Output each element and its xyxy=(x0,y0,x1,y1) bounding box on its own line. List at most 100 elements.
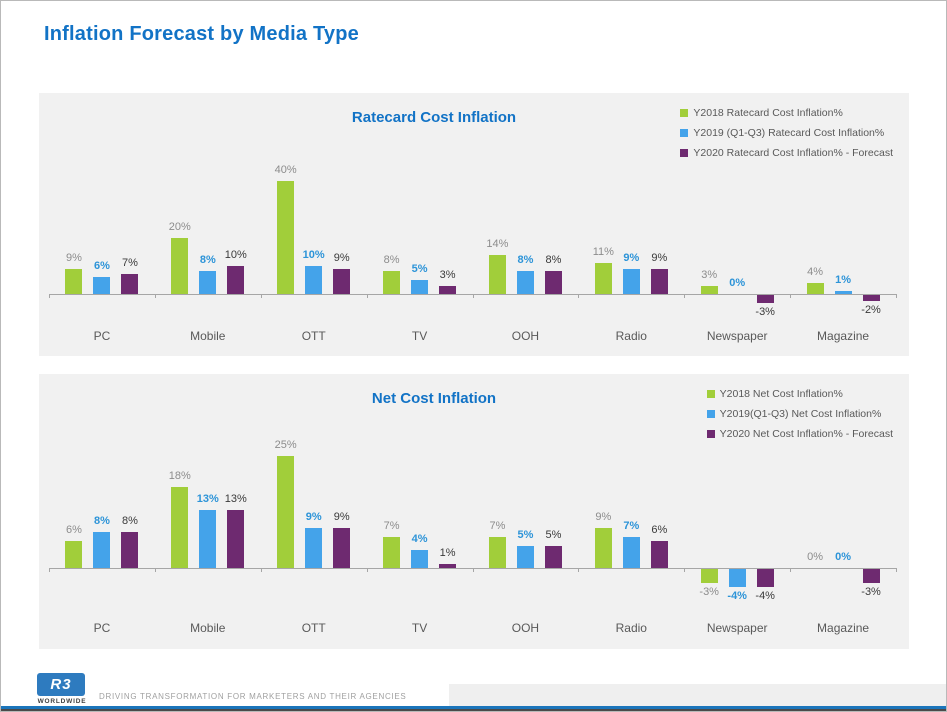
axis-tick xyxy=(154,294,156,298)
bar-value-label: -3% xyxy=(755,306,775,319)
bar-value-label: 13% xyxy=(196,492,219,505)
legend-label: Y2020 Ratecard Cost Inflation% - Forecas… xyxy=(693,147,893,159)
legend-swatch xyxy=(680,109,689,117)
bar-value-label: -4% xyxy=(727,590,747,602)
footer-placeholder-box xyxy=(449,684,946,707)
bar-value-label: 4% xyxy=(411,533,428,545)
footer-dark-edge xyxy=(1,709,946,711)
legend-swatch xyxy=(706,390,715,398)
bar xyxy=(700,285,718,294)
bar xyxy=(171,487,189,568)
bar-value-label: -2% xyxy=(861,303,881,316)
bar-value-label: 10% xyxy=(224,248,247,261)
bar xyxy=(65,268,83,294)
category-label: PC xyxy=(93,329,111,343)
category-label: OOH xyxy=(511,329,540,343)
bar xyxy=(862,295,880,301)
category-label: PC xyxy=(93,621,111,635)
legend-item: Y2020 Net Cost Inflation% - Forecast xyxy=(706,428,893,440)
bar-value-label: 1% xyxy=(835,274,852,287)
bar-value-label: 8% xyxy=(93,515,110,527)
bar-value-label: 6% xyxy=(651,524,668,536)
bar xyxy=(650,268,668,294)
ratecard-legend: Y2018 Ratecard Cost Inflation% Y2019 (Q1-… xyxy=(680,107,893,167)
axis-tick xyxy=(49,568,50,572)
bar xyxy=(65,541,83,568)
bar xyxy=(383,271,401,294)
bar xyxy=(227,509,245,568)
bar xyxy=(171,237,189,294)
bar-value-label: 25% xyxy=(274,438,297,451)
legend-item: Y2020 Ratecard Cost Inflation% - Forecas… xyxy=(680,147,893,159)
bar xyxy=(862,569,880,583)
axis-tick xyxy=(154,568,156,572)
bar xyxy=(227,265,245,294)
axis-tick xyxy=(578,294,580,298)
bar-value-label: 5% xyxy=(411,262,428,275)
axis-tick xyxy=(472,568,474,572)
bar-value-label: 3% xyxy=(701,268,718,281)
bar-value-label: 13% xyxy=(224,492,247,505)
bar xyxy=(439,285,457,294)
r3-logo-worldwide-text: WORLDWIDE xyxy=(37,698,87,705)
legend-label: Y2019(Q1-Q3) Net Cost Inflation% xyxy=(719,408,882,420)
r3-logo: R3 xyxy=(37,673,85,696)
ratecard-chart-panel: Ratecard Cost Inflation Y2018 Ratecard C… xyxy=(39,93,909,356)
bar-value-label: 5% xyxy=(517,528,534,541)
bar-value-label: 8% xyxy=(199,254,216,267)
category-label: Magazine xyxy=(817,329,870,343)
bar-value-label: 9% xyxy=(305,510,322,523)
bar xyxy=(121,532,139,568)
bar xyxy=(383,536,401,568)
legend-label: Y2018 Net Cost Inflation% xyxy=(719,388,843,400)
bar xyxy=(700,569,718,583)
category-label: Newspaper xyxy=(706,329,768,343)
category-label: Magazine xyxy=(817,621,870,635)
axis-tick xyxy=(366,294,368,298)
axis-tick xyxy=(49,294,50,298)
bar xyxy=(488,536,506,568)
bar xyxy=(544,271,562,294)
bar-value-label: 20% xyxy=(168,220,191,233)
legend-swatch xyxy=(680,129,689,137)
footer-tagline: DRIVING TRANSFORMATION FOR MARKETERS AND… xyxy=(99,692,407,701)
bar-value-label: 6% xyxy=(65,524,82,536)
bar-value-label: 9% xyxy=(333,251,350,264)
legend-swatch xyxy=(680,149,689,157)
bar-value-label: 0% xyxy=(835,551,852,563)
bar-value-label: 7% xyxy=(623,519,640,532)
bar xyxy=(333,268,351,294)
legend-swatch xyxy=(706,430,715,438)
bar-value-label: 7% xyxy=(489,519,506,532)
category-label: Mobile xyxy=(190,621,226,635)
bar-value-label: 9% xyxy=(333,510,350,523)
bar xyxy=(411,550,429,568)
bar-value-label: 14% xyxy=(486,237,509,250)
legend-label: Y2019 (Q1-Q3) Ratecard Cost Inflation% xyxy=(693,127,885,139)
category-label: TV xyxy=(411,621,428,635)
bar-value-label: 7% xyxy=(383,519,400,532)
bar xyxy=(277,455,295,568)
category-label: Mobile xyxy=(190,329,226,343)
bar xyxy=(411,279,429,294)
category-label: Radio xyxy=(615,329,647,343)
bar xyxy=(305,265,323,294)
bar xyxy=(622,536,640,568)
bar-value-label: 4% xyxy=(807,265,824,278)
bar xyxy=(199,271,217,294)
bar xyxy=(622,268,640,294)
bar xyxy=(594,262,612,294)
bar xyxy=(806,282,824,294)
bar-value-label: -4% xyxy=(755,590,775,602)
axis-tick xyxy=(790,568,792,572)
legend-item: Y2019 (Q1-Q3) Ratecard Cost Inflation% xyxy=(680,127,893,139)
category-label: OOH xyxy=(511,621,540,635)
bar xyxy=(756,569,774,587)
bar-value-label: 6% xyxy=(93,260,110,273)
bar-value-label: 7% xyxy=(121,257,138,270)
net-cost-chart-title: Net Cost Inflation xyxy=(371,390,497,407)
axis-tick xyxy=(896,568,897,572)
bar xyxy=(834,291,852,294)
axis-tick xyxy=(896,294,897,298)
